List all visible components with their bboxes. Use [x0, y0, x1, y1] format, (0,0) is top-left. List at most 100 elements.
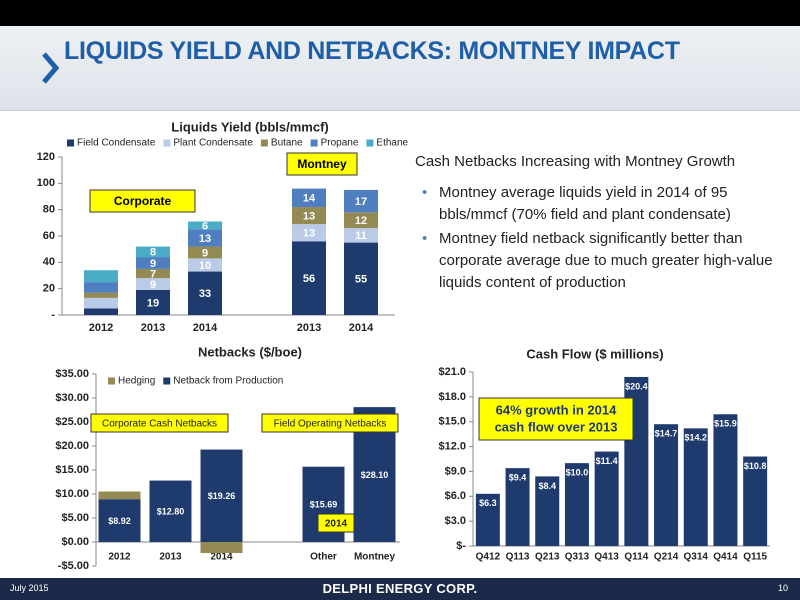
x-tick-label: Q213 — [535, 552, 560, 563]
annotation: 2014 — [325, 519, 348, 530]
data-label: $9.4 — [509, 472, 527, 482]
data-label: $20.4 — [625, 381, 648, 391]
x-tick-label: Q114 — [624, 552, 648, 563]
x-tick-label: Q115 — [743, 552, 767, 563]
bar-segment — [188, 229, 222, 247]
text-panel: Cash Netbacks Increasing with Montney Gr… — [415, 153, 787, 296]
y-tick-label: $- — [456, 540, 466, 552]
data-label: 33 — [199, 288, 211, 300]
bar-segment — [344, 212, 378, 229]
bar-segment — [344, 242, 378, 315]
x-tick-label: Montney — [354, 552, 396, 563]
y-tick-label: $15.0 — [438, 416, 466, 428]
annotation: Corporate — [114, 194, 172, 208]
y-tick-label: 120 — [37, 151, 55, 163]
header — [0, 26, 800, 111]
y-tick-label: $10.00 — [55, 488, 89, 500]
data-label: 56 — [303, 273, 315, 285]
legend-label: Propane — [321, 138, 359, 149]
bar-segment — [188, 221, 222, 230]
page-number: 10 — [777, 583, 788, 593]
bar-segment — [188, 246, 222, 259]
annotation-box — [286, 152, 358, 176]
data-label: $19.26 — [208, 491, 236, 501]
chart-title: Netbacks ($/boe) — [198, 344, 302, 359]
data-label: 9 — [202, 247, 208, 259]
x-tick-label: Other — [310, 552, 337, 563]
bar-segment — [136, 257, 170, 269]
annotation-box — [261, 413, 399, 433]
legend-swatch — [67, 139, 74, 147]
x-tick-label: 2012 — [108, 552, 131, 563]
data-label: 12 — [355, 215, 367, 227]
chevron — [42, 52, 60, 84]
bar — [564, 463, 589, 546]
data-label: $15.9 — [714, 419, 737, 429]
y-tick-label: 40 — [43, 256, 55, 268]
bar — [505, 468, 530, 546]
bar-segment — [84, 282, 118, 293]
data-label: 11 — [355, 230, 367, 242]
data-label: $28.10 — [361, 470, 389, 480]
x-tick-label: Q214 — [654, 552, 679, 563]
data-label: 14 — [303, 193, 316, 205]
data-label: 7 — [150, 268, 156, 280]
slide-title: LIQUIDS YIELD AND NETBACKS: MONTNEY IMPA… — [64, 37, 680, 65]
bar-segment — [98, 491, 141, 500]
bar — [654, 424, 679, 546]
bar-segment — [344, 228, 378, 243]
x-tick-label: 2013 — [297, 322, 321, 334]
legend-swatch — [108, 377, 115, 385]
bar-segment — [84, 308, 118, 315]
x-tick-label: Q313 — [565, 552, 590, 563]
y-tick-label: 100 — [37, 177, 55, 189]
x-tick-label: 2014 — [193, 322, 218, 334]
bar-segment — [84, 297, 118, 309]
top-bar — [0, 0, 800, 26]
x-tick-label: Q314 — [684, 552, 709, 563]
bar-segment — [292, 241, 326, 315]
bar-segment — [188, 258, 222, 272]
x-tick-label: Q414 — [713, 552, 738, 563]
data-label: 19 — [147, 297, 159, 309]
data-label: 17 — [355, 196, 367, 208]
data-label: $10.0 — [566, 468, 589, 478]
legend-label: Field Condensate — [77, 138, 156, 149]
bar-segment — [84, 270, 118, 283]
legend-swatch — [310, 139, 318, 147]
data-label: 13 — [303, 210, 315, 222]
y-tick-label: -$5.00 — [58, 560, 89, 572]
bar-segment — [98, 499, 141, 542]
legend-swatch — [163, 139, 171, 147]
legend-label: Netback from Production — [173, 376, 283, 387]
y-tick-label: $18.0 — [438, 391, 466, 403]
bar — [683, 428, 708, 546]
data-label: $14.7 — [655, 429, 678, 439]
y-tick-label: 80 — [43, 204, 55, 216]
chart-title: Cash Flow ($ millions) — [526, 346, 663, 361]
footer: July 2015 DELPHI ENERGY CORP. 10 — [0, 578, 800, 600]
bar — [594, 451, 619, 546]
y-tick-label: $15.00 — [55, 464, 89, 476]
annotation-box — [478, 397, 634, 441]
chart-title: Liquids Yield (bbls/mmcf) — [171, 119, 328, 134]
bar-segment — [200, 449, 243, 542]
x-tick-label: 2013 — [141, 322, 165, 334]
bar — [743, 456, 768, 546]
data-label: $10.8 — [744, 461, 767, 471]
charts: Liquids Yield (bbls/mmcf) - 20 40 60 80 100 120… — [37, 119, 770, 572]
x-tick-label: Q113 — [506, 552, 530, 563]
data-label: $8.4 — [538, 481, 556, 491]
annotation-box — [89, 189, 196, 213]
bar-segment — [136, 289, 170, 315]
annotation: cash flow over 2013 — [495, 419, 618, 434]
bar — [713, 414, 738, 546]
data-label: 10 — [199, 260, 211, 272]
y-tick-label: 60 — [43, 230, 55, 242]
data-label: 9 — [150, 258, 156, 270]
y-tick-label: $25.00 — [55, 416, 89, 428]
bar-segment — [84, 292, 118, 298]
data-label: $12.80 — [157, 507, 185, 517]
y-tick-label: $30.00 — [55, 392, 89, 404]
bullet: Montney field netback significantly bett… — [422, 228, 787, 294]
